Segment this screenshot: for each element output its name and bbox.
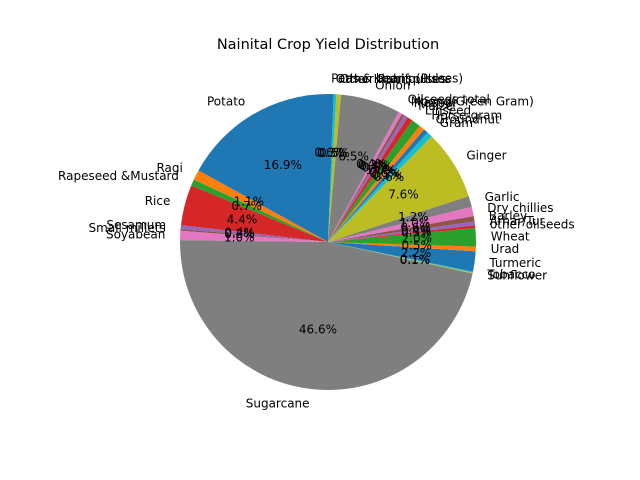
slice-onion — [328, 94, 399, 242]
slice-percent-dry-chillies: 1.0% — [400, 216, 431, 230]
slice-oilseeds-total — [328, 112, 402, 242]
slice-label-barley: Barley — [489, 209, 527, 223]
slice-percent-garlic: 1.2% — [398, 210, 429, 224]
slice-maize — [328, 117, 413, 242]
pie-slices — [180, 94, 476, 391]
slice-percent-other-oilseeds: 0.3% — [401, 225, 432, 239]
slice-barley — [328, 215, 475, 242]
chart-title: Nainital Crop Yield Distribution — [217, 37, 439, 53]
slice-percent-labels: 16.9%1.1%0.7%4.4%0.4%0.2%1.0%46.6%0.1%0.… — [224, 146, 432, 337]
slice-soyabean — [180, 230, 328, 242]
slice-percent-wheat: 2.0% — [402, 232, 433, 246]
slice-label-masoor: Masoor — [414, 96, 458, 110]
slice-label-sesamum: Sesamum — [106, 218, 166, 232]
slice-percent-tobacco: 0.1% — [400, 253, 431, 267]
slice-sugarcane — [180, 240, 473, 391]
slice-label-moong-green-gram: Moong(Green Gram) — [411, 94, 534, 108]
slice-label-onion: Onion — [375, 79, 410, 93]
slice-percent-barley: 0.6% — [400, 221, 431, 235]
slice-tobacco — [328, 242, 473, 273]
slice-label-small-millets: Small millets — [89, 221, 166, 235]
slice-percent-small-millets: 0.2% — [224, 227, 255, 241]
slice-percent-soyabean: 1.0% — [224, 231, 255, 245]
slice-label-sunflower: Sunflower — [487, 269, 547, 283]
slice-label-wheat: Wheat — [491, 229, 530, 243]
slice-percent-linseed: 1.0% — [366, 163, 397, 177]
slice-percent-other-rabi-pulses: 0.5% — [319, 146, 350, 160]
slice-percent-ginger: 7.6% — [388, 188, 419, 202]
slice-label-arhar-tur: Arhar/Tur — [490, 214, 545, 228]
slice-potato — [198, 94, 328, 242]
slice-ginger — [328, 136, 469, 242]
slice-sunflower — [328, 242, 473, 274]
slice-percent-groundnut: 0.5% — [371, 168, 402, 182]
slice-percent-masoor: 0.4% — [360, 159, 391, 173]
slice-label-ginger: Ginger — [466, 149, 506, 163]
slice-label-rice: Rice — [145, 194, 171, 208]
slice-label-groundnut: Groundnut — [436, 112, 500, 126]
slice-label-other-rabi-pulses: Other Rabi pulses — [340, 72, 447, 86]
slice-label-urad: Urad — [491, 242, 520, 256]
slice-percent-potato: 16.9% — [264, 158, 302, 172]
slice-label-maize: Maize — [418, 99, 453, 113]
slice-percent-oilseeds-total: 0.4% — [356, 157, 387, 171]
slice-percent-ragi: 1.1% — [234, 194, 265, 208]
slice-percent-peas-beans-pulses: 0.6% — [314, 146, 345, 160]
slice-percent-rice: 4.4% — [227, 212, 258, 226]
slice-label-linseed: Linseed — [425, 104, 471, 118]
slice-percent-gram: 0.6% — [374, 170, 405, 184]
slice-other-oilseeds — [328, 225, 476, 242]
slice-label-potato: Potato — [207, 94, 245, 108]
slice-ragi — [193, 170, 328, 242]
slice-percent-arhar-tur: 0.4% — [401, 223, 432, 237]
slice-label-dry-chillies: Dry chillies — [487, 201, 553, 215]
slice-label-garlic: Garlic — [485, 190, 520, 204]
slice-sesamum — [180, 225, 328, 242]
slice-other-kharif-pulses — [328, 94, 337, 242]
slice-masoor — [328, 115, 408, 242]
slice-label-ragi: Ragi — [156, 161, 182, 175]
slice-horse-gram — [328, 125, 425, 242]
slice-label-other-kharif-pulses: Other Kharif pulses — [336, 72, 451, 86]
slice-label-gram: Gram — [440, 116, 473, 130]
slice-wheat — [328, 228, 476, 247]
slice-label-turmeric: Turmeric — [488, 256, 541, 270]
slice-percent-moong-green-gram: 0.3% — [358, 158, 389, 172]
slice-label-rapeseed-mustard: Rapeseed &Mustard — [58, 169, 179, 183]
slice-turmeric — [328, 242, 476, 272]
slice-rice — [180, 185, 328, 242]
slice-linseed — [328, 120, 420, 242]
slice-percent-other-kharif-pulses: 0.3% — [317, 146, 348, 160]
slice-label-soyabean: Soyabean — [106, 227, 165, 241]
slice-urad — [328, 242, 476, 252]
slice-arhar-tur — [328, 221, 476, 242]
slice-label-tobacco: Tobacco — [486, 268, 535, 282]
slice-label-peas-beans-pulses: Peas & beans (Pulses) — [331, 72, 463, 86]
slice-label-sugarcane: Sugarcane — [246, 396, 310, 410]
slice-rapeseed-mustard — [191, 179, 328, 242]
slice-percent-rapeseed-mustard: 0.7% — [231, 199, 262, 213]
slice-percent-sesamum: 0.4% — [224, 226, 255, 240]
slice-percent-maize: 0.6% — [362, 161, 393, 175]
slice-label-oilseeds-total: Oilseeds total — [408, 92, 490, 106]
slice-percent-horse-gram: 0.6% — [369, 166, 400, 180]
slice-percent-urad: 0.5% — [401, 239, 432, 253]
slice-peas-beans-pulses — [328, 94, 334, 242]
slice-gram — [328, 132, 432, 242]
slice-garlic — [328, 196, 472, 242]
slice-percent-sunflower: 0.1% — [400, 253, 431, 267]
slice-percent-onion: 6.5% — [338, 149, 369, 163]
slice-percent-turmeric: 2.2% — [401, 246, 432, 260]
slice-small-millets — [180, 228, 328, 242]
slice-dry-chillies — [328, 206, 474, 242]
slice-groundnut — [328, 129, 428, 242]
slice-label-other-oilseeds: other oilseeds — [490, 218, 575, 232]
slice-label-horse-gram: Horse-gram — [431, 109, 502, 123]
slice-percent-sugarcane: 46.6% — [299, 323, 337, 337]
slice-moong-green-gram — [328, 113, 405, 242]
slice-other-rabi-pulses — [328, 94, 342, 243]
